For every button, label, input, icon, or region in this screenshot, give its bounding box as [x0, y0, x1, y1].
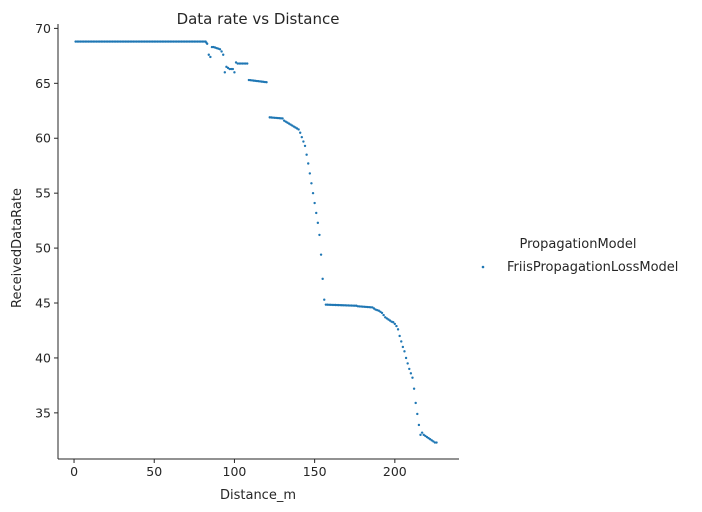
data-point: [408, 367, 411, 371]
data-point: [316, 221, 320, 225]
data-point: [207, 53, 210, 56]
y-tick-label: 60: [35, 131, 51, 146]
data-point: [419, 433, 422, 437]
data-point: [313, 201, 316, 205]
data-point: [412, 387, 416, 390]
data-point: [318, 233, 321, 237]
points-layer: [74, 40, 438, 444]
data-point: [315, 211, 318, 215]
x-ticks: 0 50 100 150 200: [70, 459, 407, 479]
legend-marker: [481, 265, 485, 269]
data-point: [307, 162, 310, 165]
y-tick-label: 70: [35, 21, 51, 36]
data-point: [416, 412, 419, 416]
data-point: [299, 131, 302, 134]
data-point: [380, 311, 384, 315]
data-point: [393, 322, 397, 326]
data-point: [233, 71, 236, 74]
data-point: [321, 277, 324, 281]
data-point: [417, 423, 421, 427]
data-point: [392, 321, 395, 324]
data-point: [404, 356, 408, 360]
y-tick-label: 65: [35, 76, 51, 91]
data-point: [406, 362, 409, 365]
y-ticks: 35 40 45 50 55 60 65 70: [35, 21, 58, 420]
data-point: [223, 71, 227, 74]
data-point: [411, 376, 414, 379]
data-point: [246, 62, 249, 65]
data-point: [435, 441, 438, 444]
x-tick-label: 200: [383, 464, 407, 479]
data-point: [222, 53, 225, 56]
data-point: [297, 128, 300, 131]
data-point: [409, 372, 413, 375]
data-point: [281, 117, 284, 120]
data-point: [382, 313, 385, 317]
y-tick-label: 50: [35, 241, 51, 256]
legend: PropagationModel FriisPropagationLossMod…: [481, 237, 678, 275]
data-point: [302, 140, 305, 143]
data-point: [218, 48, 222, 51]
data-point: [305, 153, 308, 156]
data-point: [401, 345, 405, 349]
data-point: [209, 55, 212, 59]
data-point: [319, 253, 323, 256]
x-tick-label: 100: [223, 464, 247, 479]
data-point: [205, 42, 209, 45]
legend-entry-label: FriisPropagationLossModel: [507, 260, 678, 275]
data-point: [210, 45, 214, 49]
data-point: [323, 298, 326, 301]
data-point: [308, 172, 312, 175]
data-point: [400, 340, 403, 343]
x-axis-label: Distance_m: [220, 488, 296, 503]
data-point: [234, 61, 238, 64]
data-point: [395, 324, 398, 328]
y-tick-label: 55: [35, 186, 51, 201]
data-point: [420, 431, 424, 434]
data-point: [226, 66, 230, 70]
data-point: [300, 135, 304, 139]
data-point: [311, 191, 315, 195]
x-tick-label: 50: [146, 464, 162, 479]
data-point: [414, 401, 417, 405]
data-point: [396, 328, 400, 331]
data-point: [220, 50, 223, 53]
plot-area: 0 50 100 150 200 35 40 45 50 55 60 65 70: [35, 21, 459, 479]
data-point: [265, 81, 268, 84]
data-point: [398, 334, 401, 338]
data-point: [303, 144, 307, 148]
data-point: [403, 350, 406, 353]
y-tick-label: 40: [35, 350, 51, 365]
y-tick-label: 45: [35, 296, 51, 311]
y-axis-label: ReceivedDataRate: [10, 188, 25, 308]
y-tick-label: 35: [35, 405, 51, 420]
x-tick-label: 150: [303, 464, 327, 479]
data-point: [310, 182, 313, 185]
chart-title: Data rate vs Distance: [177, 10, 340, 28]
legend-title: PropagationModel: [520, 237, 637, 252]
x-tick-label: 0: [70, 464, 78, 479]
data-point: [231, 67, 235, 71]
